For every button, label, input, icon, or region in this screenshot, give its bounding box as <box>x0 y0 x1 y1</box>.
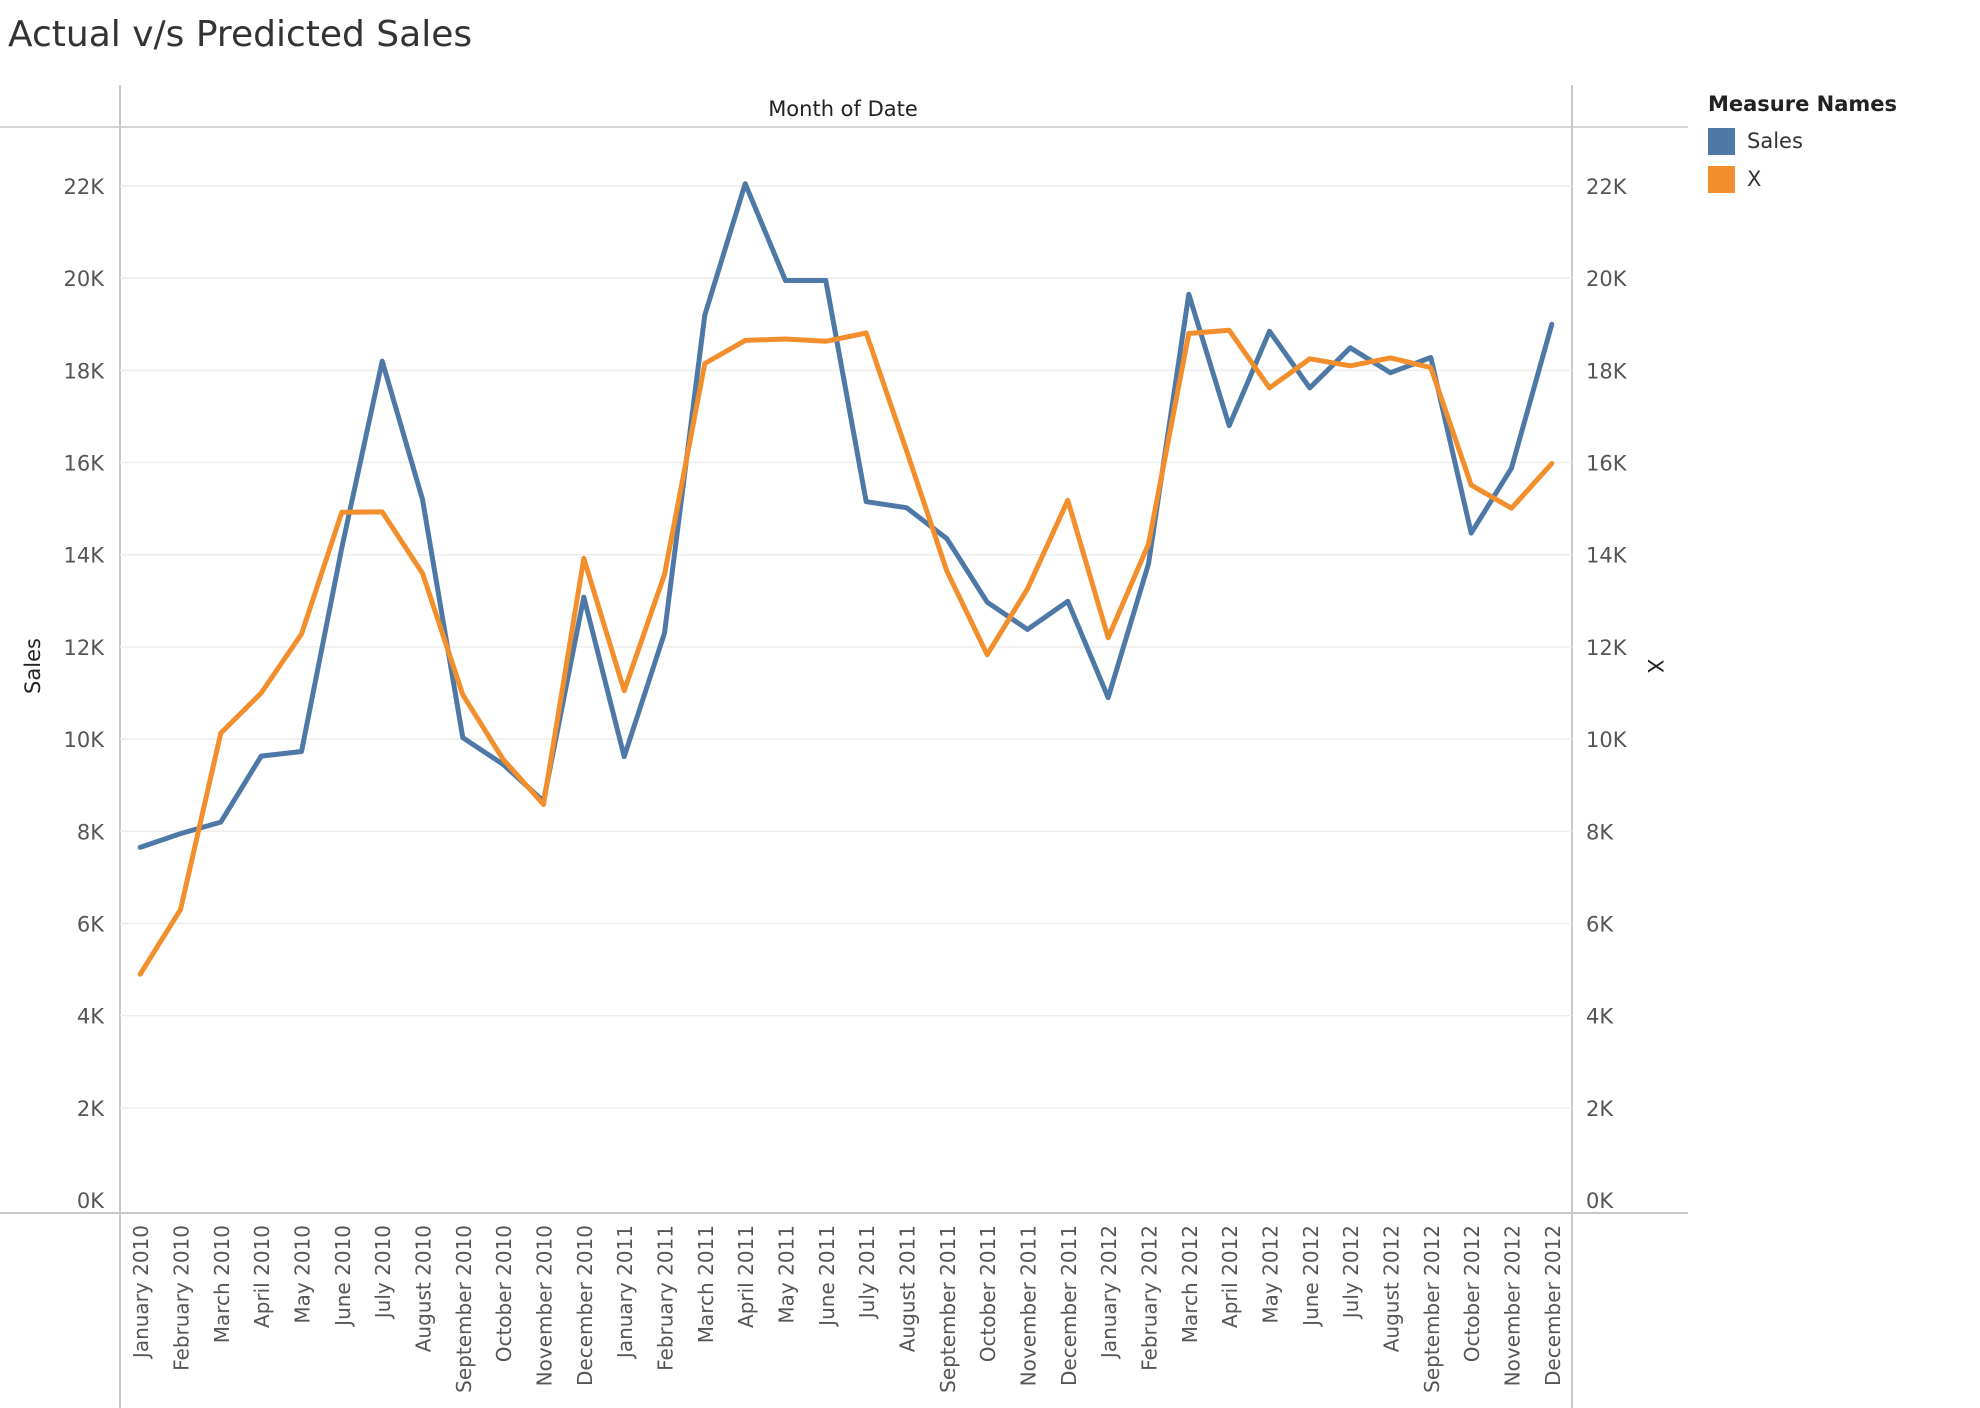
y-tick-label-right: 18K <box>1586 359 1628 383</box>
x-tick-label: December 2012 <box>1541 1225 1565 1386</box>
x-tick-label: August 2010 <box>412 1225 436 1352</box>
x-tick-label: March 2011 <box>694 1225 718 1343</box>
y-tick-label-right: 14K <box>1586 544 1628 568</box>
x-tick-label: February 2010 <box>170 1225 194 1371</box>
x-tick-label: January 2011 <box>613 1225 637 1360</box>
y-tick-label-left: 14K <box>64 544 106 568</box>
legend-label-x: X <box>1747 167 1762 191</box>
legend-item-sales[interactable]: Sales <box>1708 122 1897 160</box>
x-tick-label: January 2010 <box>129 1225 153 1360</box>
y-tick-label-left: 16K <box>64 452 106 476</box>
x-tick-label: March 2010 <box>210 1225 234 1343</box>
x-tick-label: February 2011 <box>654 1225 678 1371</box>
y-tick-label-right: 4K <box>1586 1005 1614 1029</box>
legend-swatch-sales <box>1708 127 1735 155</box>
y-tick-label-left: 2K <box>77 1097 105 1121</box>
x-tick-label: May 2011 <box>775 1225 799 1324</box>
gridlines <box>120 185 1572 1109</box>
x-tick-label: March 2012 <box>1178 1225 1202 1343</box>
y-tick-label-right: 22K <box>1586 175 1628 199</box>
x-tick-label: May 2012 <box>1259 1225 1283 1324</box>
y-axis-title-right: X <box>1643 659 1667 673</box>
x-tick-label: April 2011 <box>734 1225 758 1328</box>
chart-frame <box>0 85 1688 1408</box>
x-tick-label: April 2010 <box>250 1225 274 1328</box>
x-tick-label: April 2012 <box>1218 1225 1242 1328</box>
x-tick-label: September 2010 <box>452 1225 476 1393</box>
legend-swatch-x <box>1708 165 1735 193</box>
x-tick-label: June 2011 <box>815 1225 839 1328</box>
y-tick-label-right: 20K <box>1586 267 1628 291</box>
left-axis-ticks: 0K 2K 4K 6K 8K 10K 12K 14K 16K 18K 20K 22K <box>64 175 106 1213</box>
x-tick-label: November 2011 <box>1017 1225 1041 1386</box>
y-tick-label-right: 6K <box>1586 912 1614 936</box>
legend: Measure Names Sales X <box>1708 92 1897 198</box>
y-tick-label-right: 16K <box>1586 452 1628 476</box>
right-axis-ticks: 0K 2K 4K 6K 8K 10K 12K 14K 16K 18K 20K 22K <box>1586 175 1628 1213</box>
y-tick-label-left: 6K <box>77 912 105 936</box>
x-tick-label: November 2012 <box>1501 1225 1525 1386</box>
y-axis-title-left: Sales <box>21 638 45 694</box>
x-tick-label: July 2010 <box>371 1225 395 1320</box>
y-tick-label-right: 8K <box>1586 820 1614 844</box>
y-tick-label-left: 10K <box>64 728 106 752</box>
y-tick-label-left: 8K <box>77 820 105 844</box>
y-tick-label-left: 12K <box>64 636 106 660</box>
series-line-sales <box>137 181 1555 850</box>
x-axis-ticks: January 2010 February 2010 March 2010 April… <box>129 1225 1565 1393</box>
x-tick-label: September 2012 <box>1420 1225 1444 1393</box>
x-tick-label: October 2010 <box>492 1225 516 1362</box>
x-tick-label: June 2012 <box>1299 1225 1323 1328</box>
x-tick-label: October 2012 <box>1460 1225 1484 1362</box>
x-tick-label: November 2010 <box>533 1225 557 1386</box>
y-tick-label-left: 0K <box>77 1189 105 1213</box>
y-tick-label-left: 22K <box>64 175 106 199</box>
series-line-x <box>137 327 1555 977</box>
y-tick-label-right: 0K <box>1586 1189 1614 1213</box>
legend-item-x[interactable]: X <box>1708 160 1897 198</box>
x-axis-header: Month of Date <box>768 97 918 121</box>
legend-label-sales: Sales <box>1747 129 1803 153</box>
x-tick-label: January 2012 <box>1097 1225 1121 1360</box>
y-tick-label-left: 20K <box>64 267 106 291</box>
x-tick-label: February 2012 <box>1138 1225 1162 1371</box>
chart-title: Actual v/s Predicted Sales <box>8 14 473 55</box>
x-tick-label: July 2011 <box>855 1225 879 1320</box>
y-tick-label-right: 2K <box>1586 1097 1614 1121</box>
x-tick-label: June 2010 <box>331 1225 355 1328</box>
x-tick-label: December 2011 <box>1057 1225 1081 1386</box>
x-tick-label: December 2010 <box>573 1225 597 1386</box>
x-tick-label: October 2011 <box>976 1225 1000 1362</box>
y-tick-label-right: 10K <box>1586 728 1628 752</box>
x-tick-label: July 2012 <box>1339 1225 1363 1320</box>
x-tick-label: September 2011 <box>936 1225 960 1393</box>
y-tick-label-left: 18K <box>64 359 106 383</box>
x-tick-label: May 2010 <box>291 1225 315 1324</box>
x-tick-label: August 2012 <box>1380 1225 1404 1352</box>
series-lines <box>137 181 1555 977</box>
x-tick-label: August 2011 <box>896 1225 920 1352</box>
y-tick-label-right: 12K <box>1586 636 1628 660</box>
legend-title: Measure Names <box>1708 92 1898 116</box>
y-tick-label-left: 4K <box>77 1005 105 1029</box>
